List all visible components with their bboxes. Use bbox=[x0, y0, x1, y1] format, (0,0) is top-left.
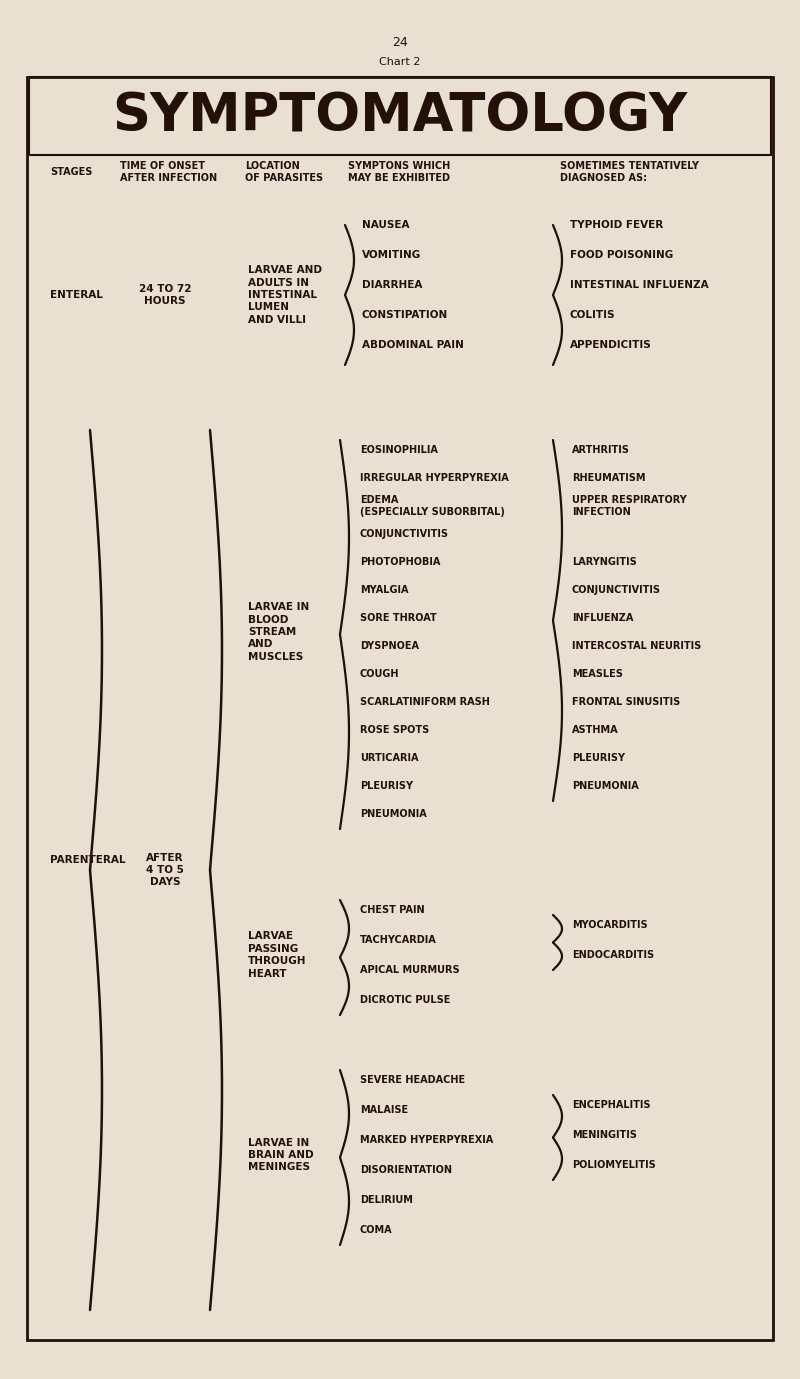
Text: PNEUMONIA: PNEUMONIA bbox=[572, 781, 638, 792]
Text: INTERCOSTAL NEURITIS: INTERCOSTAL NEURITIS bbox=[572, 641, 702, 651]
Text: MYOCARDITIS: MYOCARDITIS bbox=[572, 920, 648, 929]
Text: RHEUMATISM: RHEUMATISM bbox=[572, 473, 646, 483]
Text: TACHYCARDIA: TACHYCARDIA bbox=[360, 935, 437, 945]
Text: SYMPTONS WHICH
MAY BE EXHIBITED: SYMPTONS WHICH MAY BE EXHIBITED bbox=[348, 161, 450, 183]
Text: 24 TO 72
HOURS: 24 TO 72 HOURS bbox=[138, 284, 191, 306]
Text: PARENTERAL: PARENTERAL bbox=[50, 855, 126, 865]
Text: DICROTIC PULSE: DICROTIC PULSE bbox=[360, 996, 450, 1005]
Text: INTESTINAL INFLUENZA: INTESTINAL INFLUENZA bbox=[570, 280, 709, 290]
Text: ABDOMINAL PAIN: ABDOMINAL PAIN bbox=[362, 341, 464, 350]
Text: DYSPNOEA: DYSPNOEA bbox=[360, 641, 419, 651]
Text: ENTERAL: ENTERAL bbox=[50, 290, 103, 301]
Text: NAUSEA: NAUSEA bbox=[362, 221, 410, 230]
Text: MENINGITIS: MENINGITIS bbox=[572, 1129, 637, 1140]
Text: POLIOMYELITIS: POLIOMYELITIS bbox=[572, 1160, 656, 1169]
Text: AFTER
4 TO 5
DAYS: AFTER 4 TO 5 DAYS bbox=[146, 852, 184, 888]
Text: FOOD POISONING: FOOD POISONING bbox=[570, 250, 674, 261]
Text: LOCATION
OF PARASITES: LOCATION OF PARASITES bbox=[245, 161, 323, 183]
Text: PNEUMONIA: PNEUMONIA bbox=[360, 809, 426, 819]
Text: TIME OF ONSET
AFTER INFECTION: TIME OF ONSET AFTER INFECTION bbox=[120, 161, 217, 183]
Text: MEASLES: MEASLES bbox=[572, 669, 623, 678]
Text: EDEMA
(ESPECIALLY SUBORBITAL): EDEMA (ESPECIALLY SUBORBITAL) bbox=[360, 495, 505, 517]
Text: 24: 24 bbox=[392, 36, 408, 48]
Text: CONSTIPATION: CONSTIPATION bbox=[362, 310, 448, 320]
Text: SORE THROAT: SORE THROAT bbox=[360, 614, 437, 623]
Text: EOSINOPHILIA: EOSINOPHILIA bbox=[360, 445, 438, 455]
Bar bbox=[29, 77, 771, 154]
Text: CHEST PAIN: CHEST PAIN bbox=[360, 905, 425, 916]
Text: CONJUNCTIVITIS: CONJUNCTIVITIS bbox=[360, 530, 449, 539]
Text: ENCEPHALITIS: ENCEPHALITIS bbox=[572, 1100, 650, 1110]
Text: IRREGULAR HYPERPYREXIA: IRREGULAR HYPERPYREXIA bbox=[360, 473, 509, 483]
Text: INFLUENZA: INFLUENZA bbox=[572, 614, 634, 623]
Text: MARKED HYPERPYREXIA: MARKED HYPERPYREXIA bbox=[360, 1135, 494, 1145]
Text: ENDOCARDITIS: ENDOCARDITIS bbox=[572, 950, 654, 960]
Text: UPPER RESPIRATORY
INFECTION: UPPER RESPIRATORY INFECTION bbox=[572, 495, 686, 517]
Text: LARVAE IN
BLOOD
STREAM
AND
MUSCLES: LARVAE IN BLOOD STREAM AND MUSCLES bbox=[248, 603, 310, 662]
Text: DELIRIUM: DELIRIUM bbox=[360, 1196, 413, 1205]
Text: COMA: COMA bbox=[360, 1225, 393, 1236]
Text: PLEURISY: PLEURISY bbox=[572, 753, 625, 763]
Text: PHOTOPHOBIA: PHOTOPHOBIA bbox=[360, 557, 440, 567]
Text: CONJUNCTIVITIS: CONJUNCTIVITIS bbox=[572, 585, 661, 594]
Text: ARTHRITIS: ARTHRITIS bbox=[572, 445, 630, 455]
Text: FRONTAL SINUSITIS: FRONTAL SINUSITIS bbox=[572, 696, 680, 707]
Text: ASTHMA: ASTHMA bbox=[572, 725, 618, 735]
Text: TYPHOID FEVER: TYPHOID FEVER bbox=[570, 221, 663, 230]
Text: PLEURISY: PLEURISY bbox=[360, 781, 413, 792]
Text: MALAISE: MALAISE bbox=[360, 1105, 408, 1116]
Text: LARVAE IN
BRAIN AND
MENINGES: LARVAE IN BRAIN AND MENINGES bbox=[248, 1138, 314, 1172]
Text: APPENDICITIS: APPENDICITIS bbox=[570, 341, 652, 350]
Text: LARYNGITIS: LARYNGITIS bbox=[572, 557, 637, 567]
Text: LARVAE
PASSING
THROUGH
HEART: LARVAE PASSING THROUGH HEART bbox=[248, 931, 306, 979]
Text: LARVAE AND
ADULTS IN
INTESTINAL
LUMEN
AND VILLI: LARVAE AND ADULTS IN INTESTINAL LUMEN AN… bbox=[248, 265, 322, 325]
Text: VOMITING: VOMITING bbox=[362, 250, 422, 261]
Text: SEVERE HEADACHE: SEVERE HEADACHE bbox=[360, 1076, 465, 1085]
Text: ROSE SPOTS: ROSE SPOTS bbox=[360, 725, 430, 735]
Text: URTICARIA: URTICARIA bbox=[360, 753, 418, 763]
Text: STAGES: STAGES bbox=[50, 167, 92, 177]
Text: APICAL MURMURS: APICAL MURMURS bbox=[360, 965, 460, 975]
Text: Chart 2: Chart 2 bbox=[379, 57, 421, 68]
Text: MYALGIA: MYALGIA bbox=[360, 585, 409, 594]
Text: DIARRHEA: DIARRHEA bbox=[362, 280, 422, 290]
Text: COLITIS: COLITIS bbox=[570, 310, 615, 320]
Text: COUGH: COUGH bbox=[360, 669, 399, 678]
Text: SYMPTOMATOLOGY: SYMPTOMATOLOGY bbox=[113, 90, 687, 142]
Text: DISORIENTATION: DISORIENTATION bbox=[360, 1165, 452, 1175]
Text: SCARLATINIFORM RASH: SCARLATINIFORM RASH bbox=[360, 696, 490, 707]
Text: SOMETIMES TENTATIVELY
DIAGNOSED AS:: SOMETIMES TENTATIVELY DIAGNOSED AS: bbox=[560, 161, 699, 183]
